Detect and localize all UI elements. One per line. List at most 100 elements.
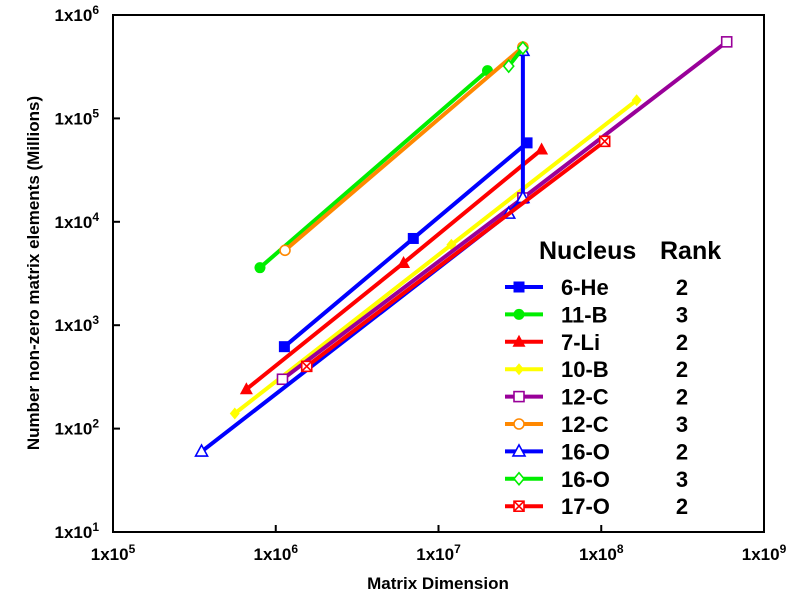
- legend-swatch-marker: [513, 418, 525, 430]
- data-point-6-he-rank-2: [278, 341, 290, 353]
- data-point-7-li-rank-2: [239, 382, 253, 395]
- legend-item-11-b-rank-3: 11-B 3: [505, 302, 688, 327]
- y-tick-label: 1x104: [54, 210, 99, 232]
- data-point-12-c-rank-3: [279, 244, 291, 257]
- marker-cross: [513, 500, 525, 512]
- legend-swatch-marker: [511, 443, 527, 457]
- x-tick-label: 1x105: [91, 542, 136, 564]
- legend-rank: 2: [676, 330, 688, 355]
- legend-item-17-o-rank-2: 17-O 2: [505, 494, 688, 519]
- y-tick-label: 1x101: [54, 520, 99, 542]
- series-line-11-b-rank-3: [257, 68, 490, 270]
- marker-shape: [521, 137, 533, 149]
- series-line-16-o-rank-2: [199, 48, 525, 454]
- series-line-12-c-rank-2: [280, 39, 729, 382]
- marker-shape: [513, 281, 525, 293]
- legend-swatch-marker: [514, 363, 524, 376]
- data-point-10-b-rank-2: [229, 407, 240, 420]
- legend-header-rank: Rank: [660, 237, 721, 265]
- series-7-li-rank-2: [239, 142, 549, 395]
- series-line-7-li-rank-2: [244, 147, 544, 392]
- series-17-o-rank-2: [300, 135, 611, 373]
- x-axis-title: Matrix Dimension: [367, 574, 509, 593]
- series-line-12-c-rank-3: [283, 45, 525, 253]
- y-tick-label: 1x105: [54, 106, 99, 128]
- marker-shape: [229, 407, 240, 420]
- x-tick-label: 1x109: [742, 542, 787, 564]
- legend-rank: 2: [676, 439, 688, 464]
- marker-shape: [535, 142, 549, 155]
- marker-shape: [720, 36, 733, 48]
- data-point-12-c-rank-2: [276, 373, 289, 386]
- y-axis-title: Number non-zero matrix elements (Million…: [24, 96, 43, 450]
- data-point-16-o-rank-3: [502, 58, 515, 74]
- legend-swatch-marker: [513, 500, 525, 513]
- marker-shape: [512, 334, 526, 347]
- legend-label: 16-O: [561, 467, 610, 492]
- legend-swatch-marker: [513, 390, 525, 403]
- marker-shape: [276, 373, 289, 386]
- x-tick-label: 1x106: [253, 542, 298, 564]
- legend-swatch-marker: [513, 308, 525, 320]
- marker-shape: [278, 341, 290, 353]
- marker-shape: [279, 244, 291, 257]
- legend-label: 6-He: [561, 275, 609, 300]
- legend-rank: 3: [676, 412, 688, 437]
- marker-shape: [513, 308, 525, 320]
- data-point-6-he-rank-2: [521, 137, 533, 149]
- marker-shape: [514, 363, 524, 376]
- series-12-c-rank-2: [276, 36, 733, 386]
- legend-rank: 2: [676, 494, 688, 519]
- series-6-he-rank-2: [278, 137, 533, 353]
- legend-rank: 3: [676, 302, 688, 327]
- series-10-b-rank-2: [229, 94, 642, 420]
- data-point-17-o-rank-2: [300, 360, 313, 373]
- data-point-7-li-rank-2: [535, 142, 549, 155]
- marker-shape: [502, 58, 515, 74]
- legend-header-nucleus: Nucleus: [539, 237, 636, 265]
- legend-item-7-li-rank-2: 7-Li 2: [505, 330, 688, 355]
- marker-shape: [407, 232, 419, 244]
- marker-shape: [512, 471, 526, 487]
- marker-shape: [631, 94, 642, 107]
- series-line-17-o-rank-2: [304, 139, 607, 369]
- data-point-12-c-rank-2: [720, 36, 733, 48]
- legend-item-10-b-rank-2: 10-B 2: [505, 357, 688, 382]
- marker-shape: [516, 40, 529, 56]
- marker-shape: [254, 262, 266, 274]
- y-tick-label: 1x102: [54, 417, 99, 439]
- y-tick-label: 1x106: [54, 3, 99, 25]
- data-point-16-o-rank-3: [516, 40, 529, 56]
- legend-label: 17-O: [561, 494, 610, 519]
- marker-shape: [513, 418, 525, 430]
- x-tick-label: 1x108: [579, 542, 624, 564]
- data-point-6-he-rank-2: [407, 232, 419, 244]
- legend-rank: 2: [676, 385, 688, 410]
- legend-rank: 3: [676, 467, 688, 492]
- y-tick-label: 1x103: [54, 313, 99, 335]
- legend-rank: 2: [676, 275, 688, 300]
- legend-item-12-c-rank-2: 12-C 2: [505, 385, 688, 410]
- legend-rank: 2: [676, 357, 688, 382]
- marker-shape: [194, 443, 209, 457]
- marker-cross: [301, 360, 313, 372]
- marker-shape: [397, 255, 411, 268]
- series-16-o-rank-2: [194, 42, 531, 457]
- legend-label: 11-B: [561, 302, 607, 327]
- marker-shape: [239, 382, 253, 395]
- data-point-17-o-rank-2: [598, 135, 611, 148]
- legend-item-16-o-rank-3: 16-O 3: [505, 467, 688, 492]
- data-point-7-li-rank-2: [397, 255, 411, 268]
- marker-cross: [599, 135, 611, 147]
- legend-item-12-c-rank-3: 12-C 3: [505, 412, 688, 437]
- data-point-16-o-rank-2: [194, 443, 209, 457]
- legend-label: 10-B: [561, 357, 609, 382]
- legend-swatch-marker: [512, 334, 526, 347]
- data-point-11-b-rank-3: [254, 262, 266, 274]
- marker-shape: [511, 443, 527, 457]
- legend-item-16-o-rank-2: 16-O 2: [505, 439, 688, 464]
- legend-label: 12-C: [561, 412, 609, 437]
- marker-shape: [513, 390, 525, 403]
